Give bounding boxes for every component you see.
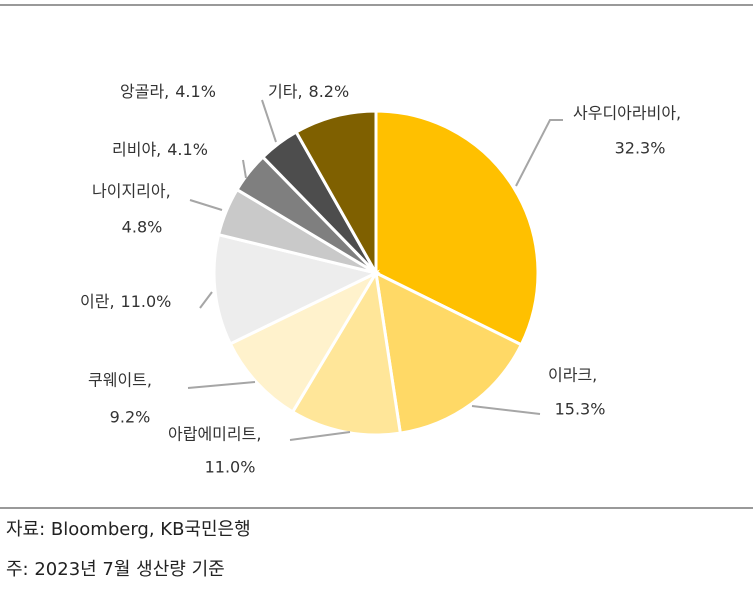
leader-line bbox=[199, 291, 213, 309]
slice-value: 4.8% bbox=[122, 218, 163, 237]
slice-label: 이라크, bbox=[548, 366, 597, 385]
slice-label: 사우디아라비아, bbox=[573, 104, 681, 123]
pie-slice bbox=[374, 109, 540, 347]
slice-label-group: 이란, 11.0% bbox=[80, 292, 171, 311]
slice-value: 11.0% bbox=[205, 458, 256, 477]
leader-line bbox=[189, 199, 223, 211]
slice-label-group: 리비야, 4.1% bbox=[112, 140, 208, 159]
slice-label: 아랍에미리트, bbox=[168, 425, 261, 444]
slice-value: 9.2% bbox=[110, 408, 151, 427]
slice-label: 리비야, bbox=[112, 140, 161, 159]
slice-value: 11.0% bbox=[121, 292, 172, 311]
leader-line bbox=[187, 381, 256, 389]
slice-label: 이란, bbox=[80, 292, 115, 311]
slice-label: 기타, bbox=[268, 82, 303, 101]
pie-slice bbox=[228, 269, 380, 414]
slice-value: 4.1% bbox=[167, 140, 208, 159]
pie-slice bbox=[374, 270, 524, 435]
footnote: 주: 2023년 7월 생산량 기준 bbox=[6, 559, 225, 580]
slice-label-group: 기타, 8.2% bbox=[268, 82, 349, 101]
leader-line bbox=[289, 431, 351, 441]
slice-label-group: 앙골라, 4.1% bbox=[120, 82, 216, 101]
slice-value: 8.2% bbox=[309, 82, 350, 101]
slice-value: 4.1% bbox=[175, 82, 216, 101]
leader-line bbox=[261, 99, 277, 143]
source-note: 자료: Bloomberg, KB국민은행 bbox=[6, 519, 251, 540]
slice-label: 앙골라, bbox=[120, 82, 169, 101]
slice-label: 쿠웨이트, bbox=[88, 371, 152, 390]
leader-line bbox=[515, 119, 563, 187]
leader-line bbox=[471, 405, 541, 415]
leader-line bbox=[242, 159, 247, 179]
pie-slice bbox=[294, 109, 378, 279]
slice-value: 15.3% bbox=[555, 400, 606, 419]
slice-value: 32.3% bbox=[615, 139, 666, 158]
pie-slice bbox=[212, 232, 381, 346]
slice-label: 나이지리아, bbox=[92, 182, 171, 201]
